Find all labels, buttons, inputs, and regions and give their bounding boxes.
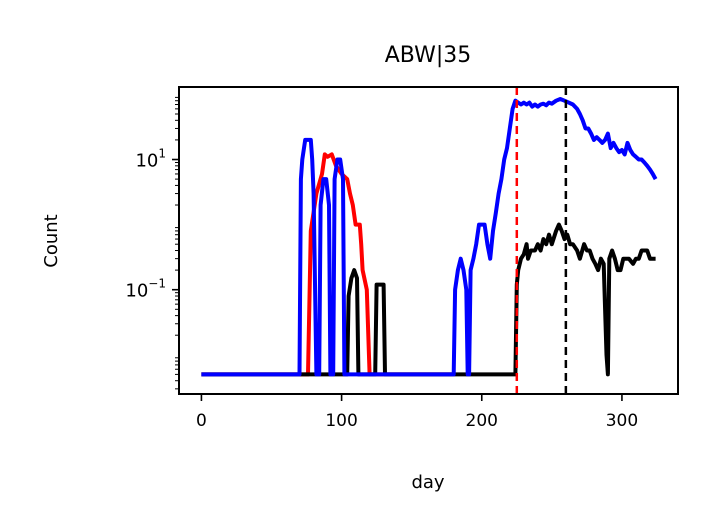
axes-frame <box>178 86 679 395</box>
series-line-3 <box>201 97 658 377</box>
axis-ticks: 0 100 200 300 10−1 101 <box>125 96 638 431</box>
x-tick-label: 100 <box>325 411 357 431</box>
y-tick-label: 101 <box>135 147 166 172</box>
y-axis-label: Count <box>41 214 62 267</box>
x-tick-label: 300 <box>606 411 638 431</box>
x-axis-label: day <box>411 472 444 493</box>
y-tick-label: 10−1 <box>125 277 166 302</box>
x-tick-label: 200 <box>466 411 498 431</box>
x-tick-label: 0 <box>196 411 207 431</box>
chart-title: ABW|35 <box>385 43 472 68</box>
plot-area <box>201 87 658 394</box>
